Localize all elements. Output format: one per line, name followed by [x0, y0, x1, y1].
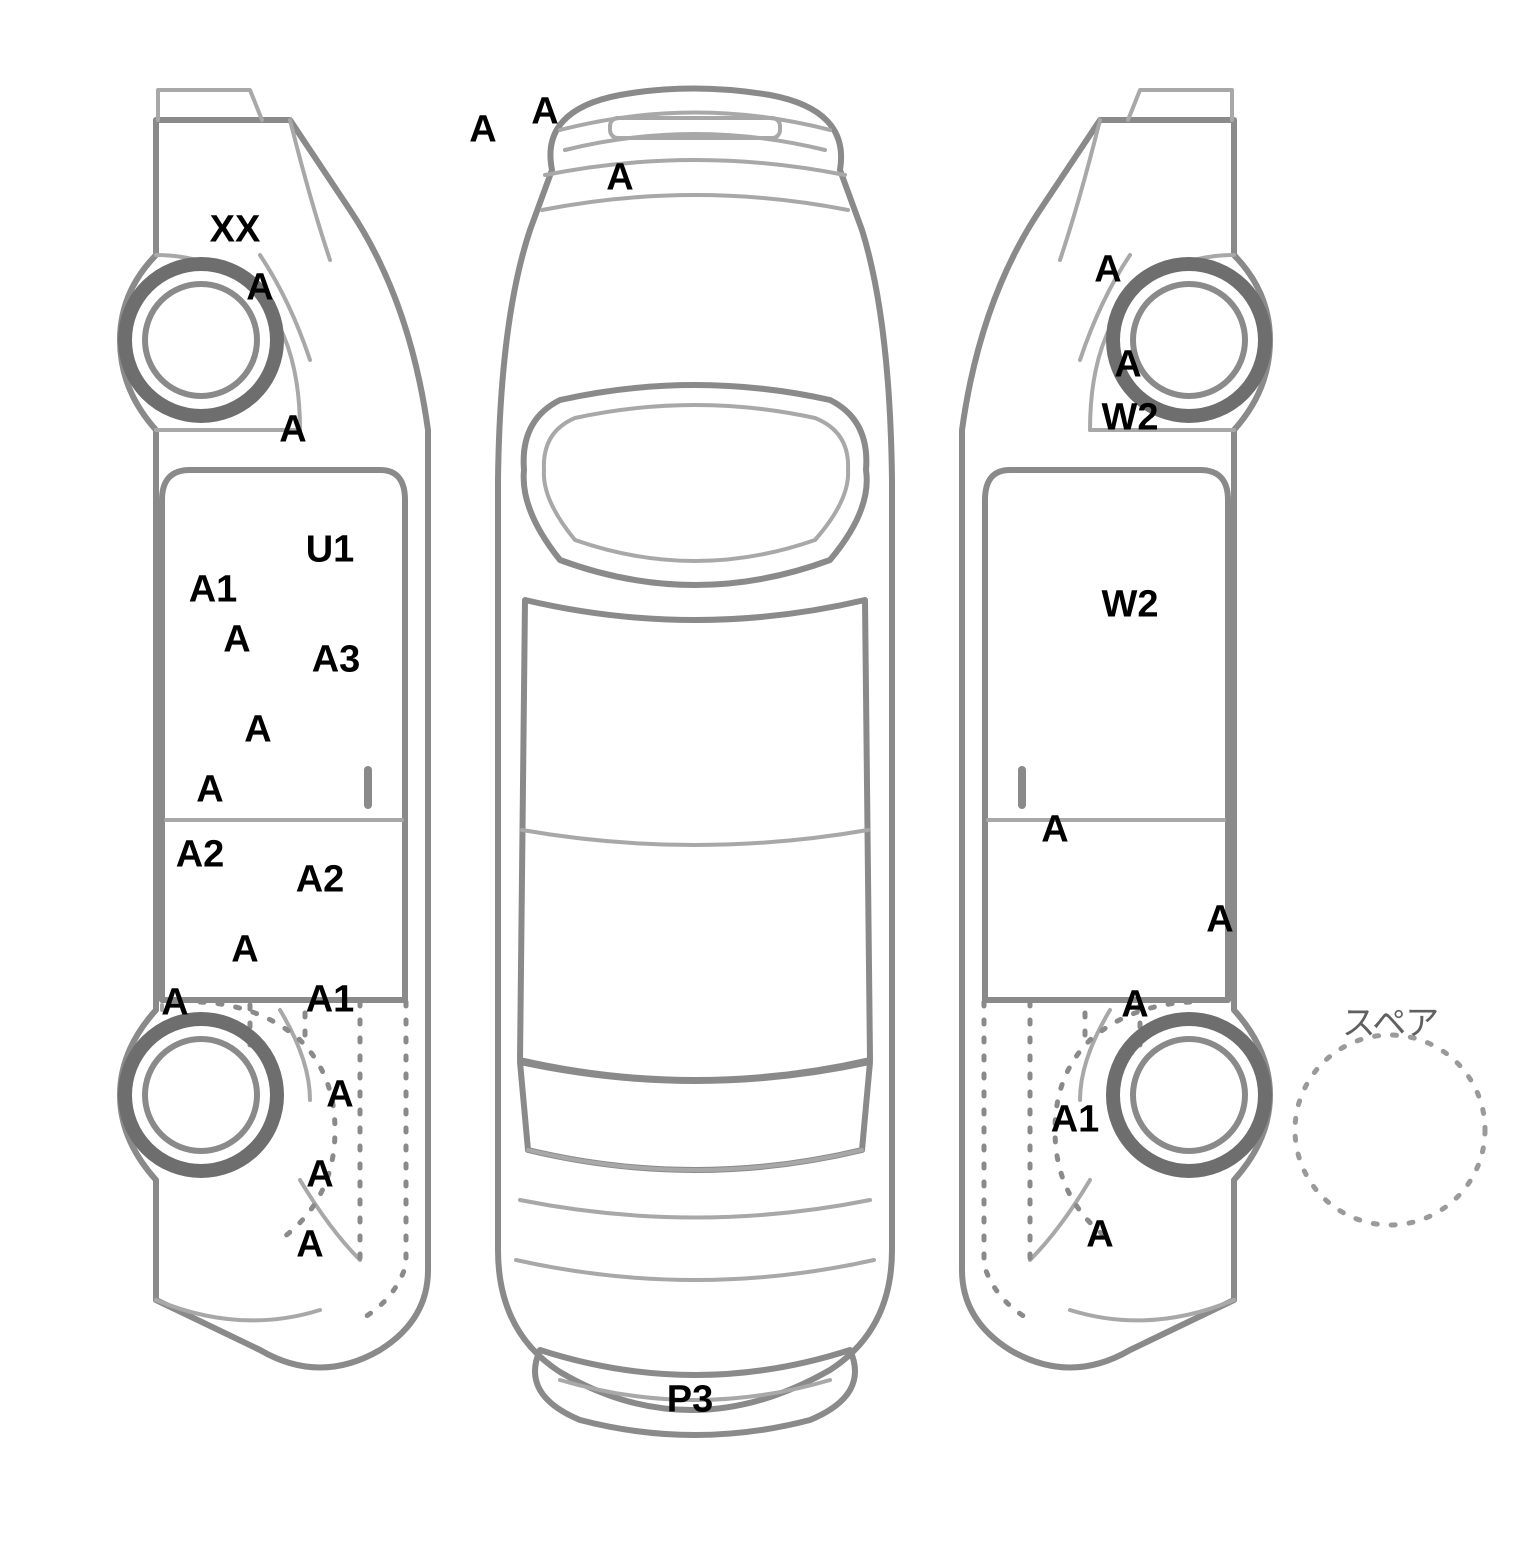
- damage-label: A3: [312, 639, 361, 682]
- damage-label: A: [1094, 249, 1121, 292]
- damage-label: A: [306, 1154, 333, 1197]
- damage-label: A: [1121, 984, 1148, 1027]
- left-side-view: [120, 90, 428, 1368]
- damage-label: XX: [210, 209, 261, 252]
- damage-label: A: [1041, 809, 1068, 852]
- damage-label: A: [246, 267, 273, 310]
- center-top-view: [498, 89, 892, 1436]
- damage-label: A2: [296, 859, 345, 902]
- damage-label: A1: [1051, 1099, 1100, 1142]
- spare-tire-circle: [1295, 1035, 1485, 1225]
- damage-label: A: [469, 109, 496, 152]
- spare-label: スペア: [1342, 996, 1439, 1045]
- damage-label: A: [244, 709, 271, 752]
- damage-label: A: [1086, 1214, 1113, 1257]
- damage-label: A: [1114, 344, 1141, 387]
- damage-label: A: [531, 91, 558, 134]
- damage-label: A: [223, 619, 250, 662]
- damage-label: A: [279, 409, 306, 452]
- damage-label: W2: [1102, 584, 1159, 627]
- damage-label: A: [161, 982, 188, 1025]
- damage-label: A: [231, 929, 258, 972]
- damage-label: A: [326, 1074, 353, 1117]
- damage-label: A: [196, 769, 223, 812]
- damage-label: A1: [189, 569, 238, 612]
- damage-label: A: [606, 157, 633, 200]
- damage-label: W2: [1102, 397, 1159, 440]
- damage-label: A: [296, 1224, 323, 1267]
- damage-label: A1: [306, 979, 355, 1022]
- damage-label: P3: [667, 1379, 713, 1422]
- damage-label: A: [1206, 899, 1233, 942]
- vehicle-diagram-stage: .ln { fill:none; stroke:#8a8a8a; stroke-…: [0, 0, 1536, 1568]
- damage-label: A2: [176, 834, 225, 877]
- damage-label: U1: [306, 529, 355, 572]
- wheels: [125, 264, 1265, 1171]
